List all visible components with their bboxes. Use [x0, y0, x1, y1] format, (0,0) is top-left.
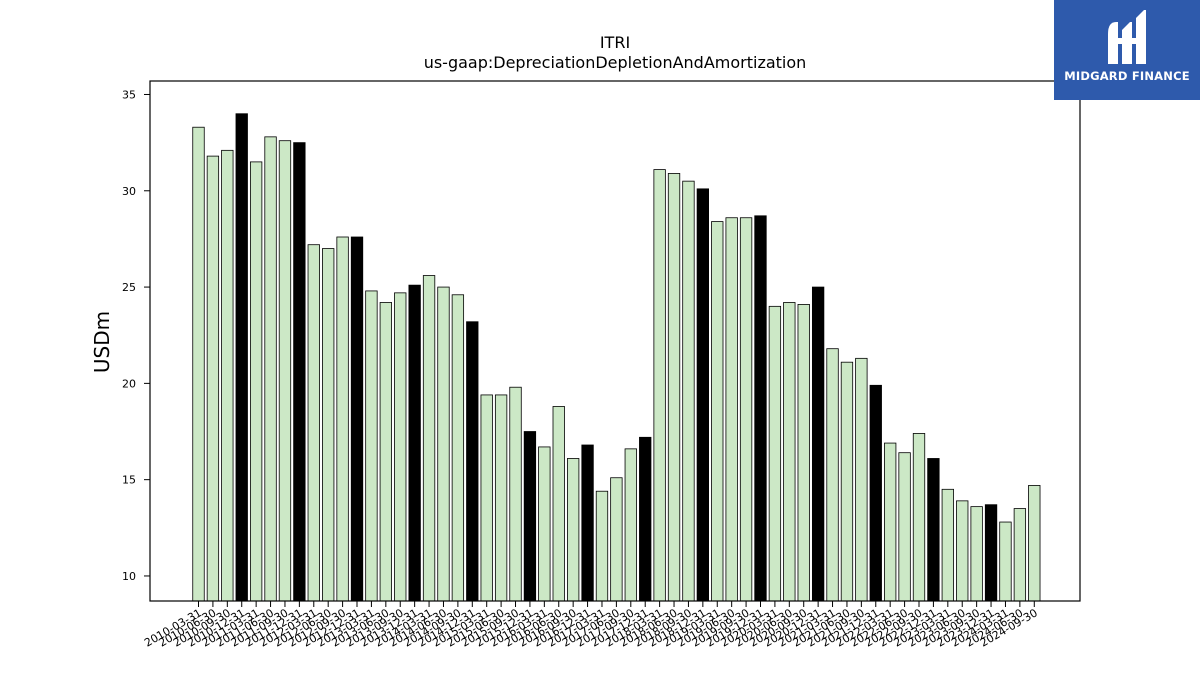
bar-2012-09-30	[336, 236, 349, 602]
bar-2018-12-31	[696, 188, 709, 602]
plot-frame	[149, 80, 1081, 602]
bar-2014-06-30	[437, 286, 450, 602]
brand-logo-text: MIDGARD FINANCE	[1064, 69, 1190, 83]
bar-2020-09-30	[797, 304, 810, 602]
bar-2019-03-31	[711, 221, 724, 602]
bar-2016-12-31	[581, 444, 594, 602]
bar-2010-03-31	[192, 126, 205, 602]
y-tick-label: 35	[122, 88, 136, 101]
bar-2015-06-30	[494, 394, 508, 602]
bar-2012-06-30	[322, 248, 335, 602]
bar-2021-03-31	[826, 348, 839, 602]
bar-2024-09-30	[1028, 485, 1041, 602]
bar-2024-06-30	[1013, 508, 1027, 602]
bar-2015-12-31	[523, 431, 537, 602]
bar-2015-09-30	[509, 386, 522, 602]
bar-2023-03-31	[941, 488, 954, 602]
bar-2023-06-30	[956, 500, 969, 602]
chart-title: ITRI	[600, 33, 630, 52]
bar-2011-12-31	[293, 142, 306, 602]
bar-2022-03-31	[884, 442, 897, 602]
bar-2018-06-30	[667, 173, 681, 602]
bar-2013-12-31	[408, 284, 421, 602]
bar-2023-09-30	[970, 506, 983, 602]
bar-2016-09-30	[567, 458, 580, 602]
y-tick-label: 10	[122, 570, 136, 583]
bar-2010-09-30	[221, 149, 234, 602]
y-axis: 10 15 20 25 30 35	[122, 88, 150, 583]
bars-group	[192, 113, 1041, 602]
bar-2011-06-30	[264, 136, 277, 602]
bar-2019-09-30	[739, 217, 753, 602]
bar-2024-03-31	[999, 521, 1012, 602]
bar-2018-03-31	[653, 169, 666, 602]
y-tick-label: 20	[122, 377, 136, 390]
bar-2011-03-31	[249, 161, 263, 602]
bar-2017-03-31	[595, 490, 609, 602]
bar-2022-09-30	[912, 433, 926, 602]
bar-2022-06-30	[898, 452, 911, 602]
bar-2021-12-31	[869, 384, 882, 602]
bar-2019-06-30	[725, 217, 738, 602]
bar-2013-06-30	[379, 302, 392, 602]
bar-2013-09-30	[394, 292, 407, 602]
y-axis-label: USDm	[90, 311, 114, 373]
y-tick-label: 30	[122, 185, 136, 198]
bar-2020-06-30	[783, 302, 796, 602]
bar-2013-03-31	[365, 290, 378, 602]
bar-2012-03-31	[307, 244, 320, 602]
bar-2019-12-31	[754, 215, 767, 602]
bar-2010-12-31	[235, 113, 248, 602]
bar-2014-12-31	[466, 321, 479, 602]
bar-2014-03-31	[422, 275, 436, 602]
bar-2020-03-31	[768, 305, 782, 602]
bar-2015-03-31	[480, 394, 493, 602]
bar-2020-12-31	[811, 286, 825, 602]
bar-2016-03-31	[538, 446, 551, 602]
chart-subtitle: us-gaap:DepreciationDepletionAndAmortiza…	[424, 53, 807, 72]
bar-2023-12-31	[984, 504, 998, 602]
brand-logo: MIDGARD FINANCE	[1054, 0, 1200, 100]
bar-2017-12-31	[639, 436, 652, 602]
bar-2011-09-30	[278, 140, 292, 602]
bar-2021-09-30	[855, 357, 868, 602]
bar-2017-06-30	[610, 477, 623, 602]
bar-2012-12-31	[350, 236, 364, 602]
y-tick-label: 15	[122, 474, 136, 487]
bar-2018-09-30	[682, 180, 695, 602]
x-axis: 2010-03-312010-06-302010-09-302010-12-31…	[142, 601, 1040, 650]
bar-2017-09-30	[624, 448, 637, 602]
bar-2014-09-30	[451, 294, 465, 602]
bar-2021-06-30	[840, 361, 854, 602]
bar-2010-06-30	[206, 155, 220, 602]
bar-2016-06-30	[552, 406, 565, 602]
brand-logo-icon	[1108, 10, 1146, 64]
bar-2022-12-31	[927, 458, 940, 602]
y-tick-label: 25	[122, 281, 136, 294]
